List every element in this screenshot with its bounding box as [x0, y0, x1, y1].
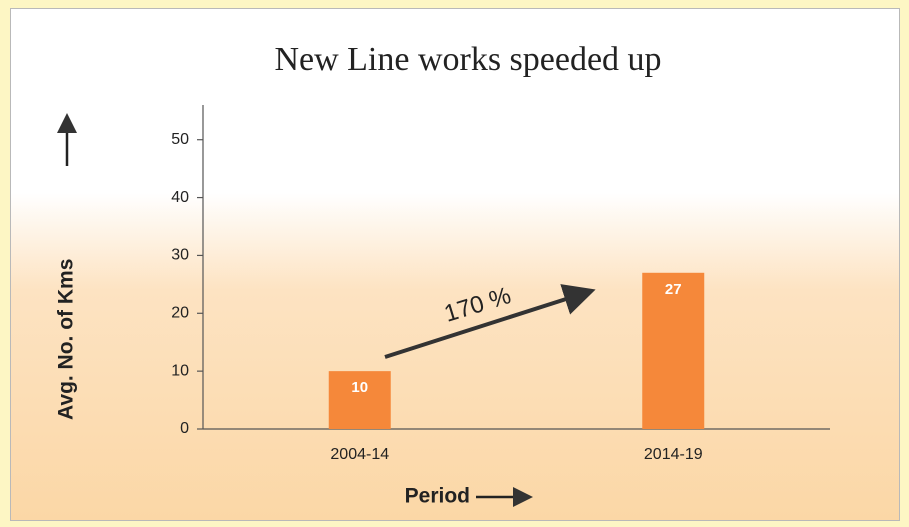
- x-tick-label: 2014-19: [644, 446, 703, 463]
- bar: [642, 272, 705, 429]
- y-axis-title: Avg. No. of Kms: [55, 259, 78, 420]
- chart-title: New Line works speeded up: [274, 41, 661, 78]
- y-tick-label: 0: [180, 420, 189, 437]
- x-axis-title: Period: [405, 485, 470, 508]
- x-tick-label: 2004-14: [330, 446, 389, 463]
- y-tick-label: 20: [171, 305, 189, 322]
- y-tick-label: 10: [171, 362, 189, 379]
- value-label: 27: [665, 281, 682, 298]
- y-tick-label: 50: [171, 131, 189, 148]
- growth-arrow: [384, 284, 596, 359]
- bar: [328, 371, 391, 429]
- value-label: 10: [351, 379, 368, 396]
- y-tick-label: 40: [171, 189, 189, 206]
- y-tick-label: 30: [171, 247, 189, 264]
- chart-panel: [10, 8, 900, 521]
